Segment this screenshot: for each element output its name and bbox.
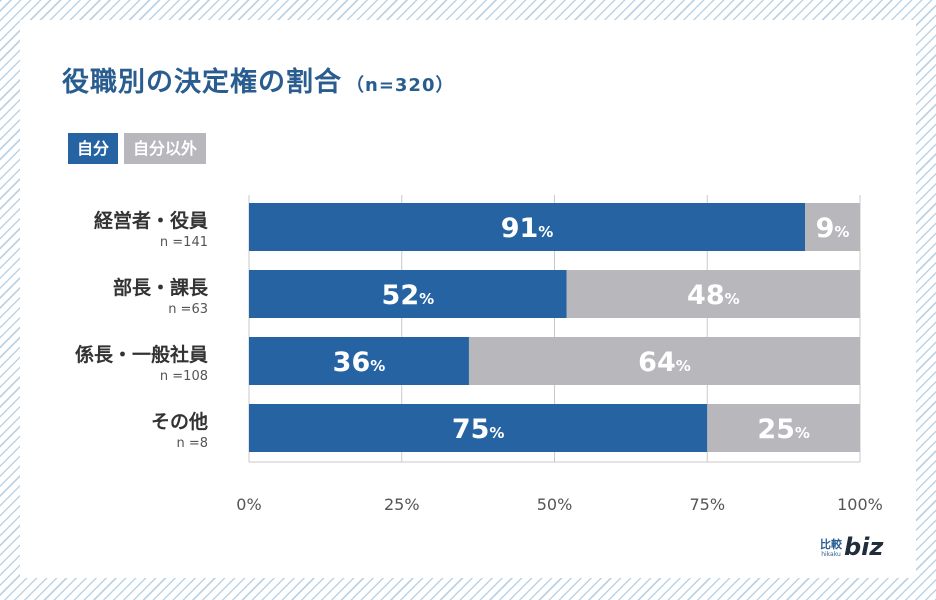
x-tick-label-0: 0% [236, 495, 261, 514]
sample-size-total: （n=320） [346, 75, 455, 96]
logo-romaji: hikaku [821, 551, 841, 558]
bar-0-3 [249, 404, 708, 452]
bar-1-0 [805, 203, 860, 251]
bar-1-1 [566, 270, 860, 318]
logo-biz: biz [844, 533, 884, 561]
legend: 自分 自分以外 [68, 133, 207, 164]
x-tick-label-50: 50% [537, 495, 573, 514]
x-tick-label-75: 75% [689, 495, 725, 514]
category-label-0: 経営者・役員 [94, 209, 208, 232]
bar-0-2 [249, 337, 469, 385]
data-label-0-3: 75% [452, 414, 505, 445]
category-label-3: その他 [151, 410, 208, 433]
sample-size-label-1: n =63 [168, 302, 208, 317]
chart-title: 役職別の決定権の割合 （n=320） [62, 60, 454, 99]
hikaku-biz-logo: 比較 hikaku biz [820, 533, 884, 561]
legend-item-others: 自分以外 [124, 133, 207, 164]
legend-item-self: 自分 [68, 133, 119, 164]
data-label-0-2: 36% [333, 347, 386, 378]
bar-0-1 [249, 270, 567, 318]
data-label-1-1: 48% [687, 280, 740, 311]
category-label-1: 部長・課長 [113, 276, 209, 299]
sample-size-label-2: n =108 [160, 369, 208, 384]
bar-1-2 [468, 337, 860, 385]
data-label-1-3: 25% [757, 414, 810, 445]
chart-title-text: 役職別の決定権の割合 [62, 67, 342, 98]
sample-size-label-0: n =141 [160, 235, 208, 250]
data-label-1-0: 9% [816, 213, 850, 244]
category-label-2: 係長・一般社員 [75, 343, 208, 366]
logo-jp: 比較 hikaku [820, 538, 842, 559]
bar-0-0 [249, 203, 806, 251]
x-tick-label-100: 100% [837, 495, 883, 514]
data-label-1-2: 64% [638, 347, 691, 378]
bar-1-3 [707, 404, 860, 452]
x-tick-label-25: 25% [384, 495, 420, 514]
sample-size-label-3: n =8 [176, 436, 208, 451]
logo-kanji: 比較 [820, 538, 842, 551]
data-label-0-0: 91% [501, 213, 554, 244]
data-label-0-1: 52% [382, 280, 435, 311]
